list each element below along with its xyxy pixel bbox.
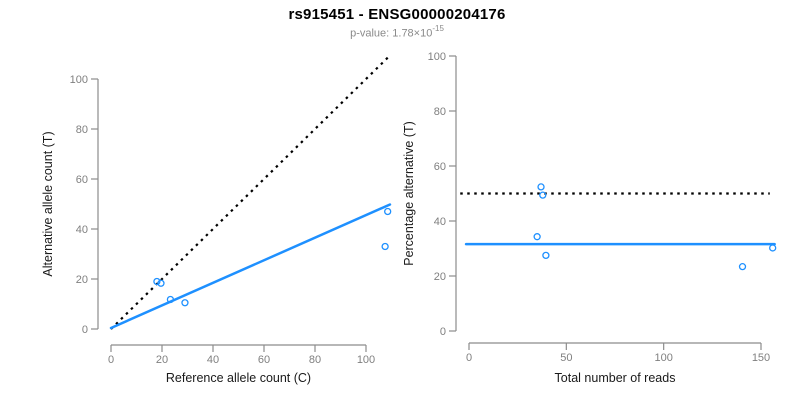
y-tick-label: 100: [70, 74, 88, 86]
y-axis-title: Alternative allele count (T): [41, 131, 55, 276]
y-tick-label: 60: [76, 174, 88, 186]
regression-line: [109, 203, 392, 330]
data-point: [181, 299, 189, 307]
x-axis-title: Reference allele count (C): [166, 371, 311, 385]
panel-percentage-vs-reads: 0 20 40 60 80 100 0 50 100 150 Total number of rea…: [402, 51, 777, 385]
x-tick-label: 50: [560, 352, 572, 364]
x-tick-label: 40: [207, 354, 219, 366]
figure-title: rs915451 - ENSG00000204176: [288, 6, 506, 23]
y-axis-title: Percentage alternative (T): [402, 121, 416, 266]
data-point: [157, 279, 165, 287]
y-tick-label: 40: [76, 224, 88, 236]
data-point: [533, 233, 541, 241]
x-tick-label: 20: [156, 354, 168, 366]
figure-subtitle: p-value: 1.78×10-15: [0, 24, 794, 40]
y-tick-label: 60: [434, 161, 446, 173]
data-point: [166, 295, 175, 304]
x-tick-label: 0: [466, 352, 472, 364]
data-point: [381, 242, 389, 251]
p-value-exponent: -15: [432, 24, 444, 33]
y-tick-label: 80: [434, 106, 446, 118]
y-tick-label: 0: [440, 326, 446, 338]
data-point: [542, 251, 550, 260]
y-tick-label: 20: [76, 274, 88, 286]
x-tick-label: 150: [752, 352, 770, 364]
y-tick-label: 0: [82, 324, 88, 336]
data-point: [537, 183, 545, 191]
y-tick-label: 100: [428, 51, 446, 63]
x-tick-label: 100: [357, 354, 375, 366]
y-tick-label: 40: [434, 216, 446, 228]
panel-allele-counts: 0 20 40 60 80 100 0 20 40 60 80 100 Reference allele…: [41, 54, 392, 385]
data-point: [769, 244, 777, 252]
p-value-text: p-value: 1.78×10: [350, 27, 433, 40]
data-point: [738, 262, 747, 271]
x-tick-label: 80: [309, 354, 321, 366]
x-tick-label: 0: [108, 354, 114, 366]
data-point: [539, 191, 547, 199]
identity-line: [110, 54, 392, 330]
y-tick-label: 80: [76, 124, 88, 136]
data-point: [384, 207, 392, 216]
x-tick-label: 60: [258, 354, 270, 366]
figure-header: rs915451 - ENSG00000204176 p-value: 1.78…: [0, 0, 794, 40]
x-axis-title: Total number of reads: [555, 371, 676, 385]
data-point: [153, 277, 161, 286]
x-tick-label: 100: [654, 352, 672, 364]
y-tick-label: 20: [434, 271, 446, 283]
